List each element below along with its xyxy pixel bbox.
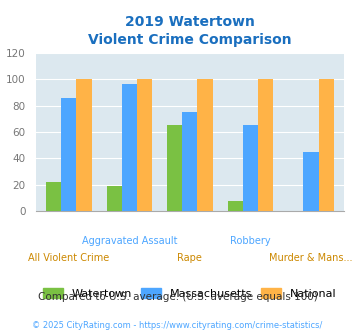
Bar [319, 79, 334, 211]
Bar [304, 152, 319, 211]
Text: Murder & Mans...: Murder & Mans... [269, 253, 353, 263]
Text: All Violent Crime: All Violent Crime [28, 253, 109, 263]
Title: 2019 Watertown
Violent Crime Comparison: 2019 Watertown Violent Crime Comparison [88, 15, 292, 48]
Bar [46, 182, 61, 211]
Bar [228, 201, 243, 211]
Bar [182, 112, 197, 211]
Bar [122, 84, 137, 211]
Text: Compared to U.S. average. (U.S. average equals 100): Compared to U.S. average. (U.S. average … [38, 292, 317, 302]
Bar [137, 79, 152, 211]
Bar [61, 98, 76, 211]
Bar [197, 79, 213, 211]
Bar [243, 125, 258, 211]
Bar [258, 79, 273, 211]
Bar [167, 125, 182, 211]
Text: © 2025 CityRating.com - https://www.cityrating.com/crime-statistics/: © 2025 CityRating.com - https://www.city… [32, 321, 323, 330]
Bar [76, 79, 92, 211]
Text: Robbery: Robbery [230, 236, 271, 246]
Legend: Watertown, Massachusetts, National: Watertown, Massachusetts, National [39, 283, 341, 303]
Text: Aggravated Assault: Aggravated Assault [82, 236, 177, 246]
Bar [106, 186, 122, 211]
Text: Rape: Rape [178, 253, 202, 263]
